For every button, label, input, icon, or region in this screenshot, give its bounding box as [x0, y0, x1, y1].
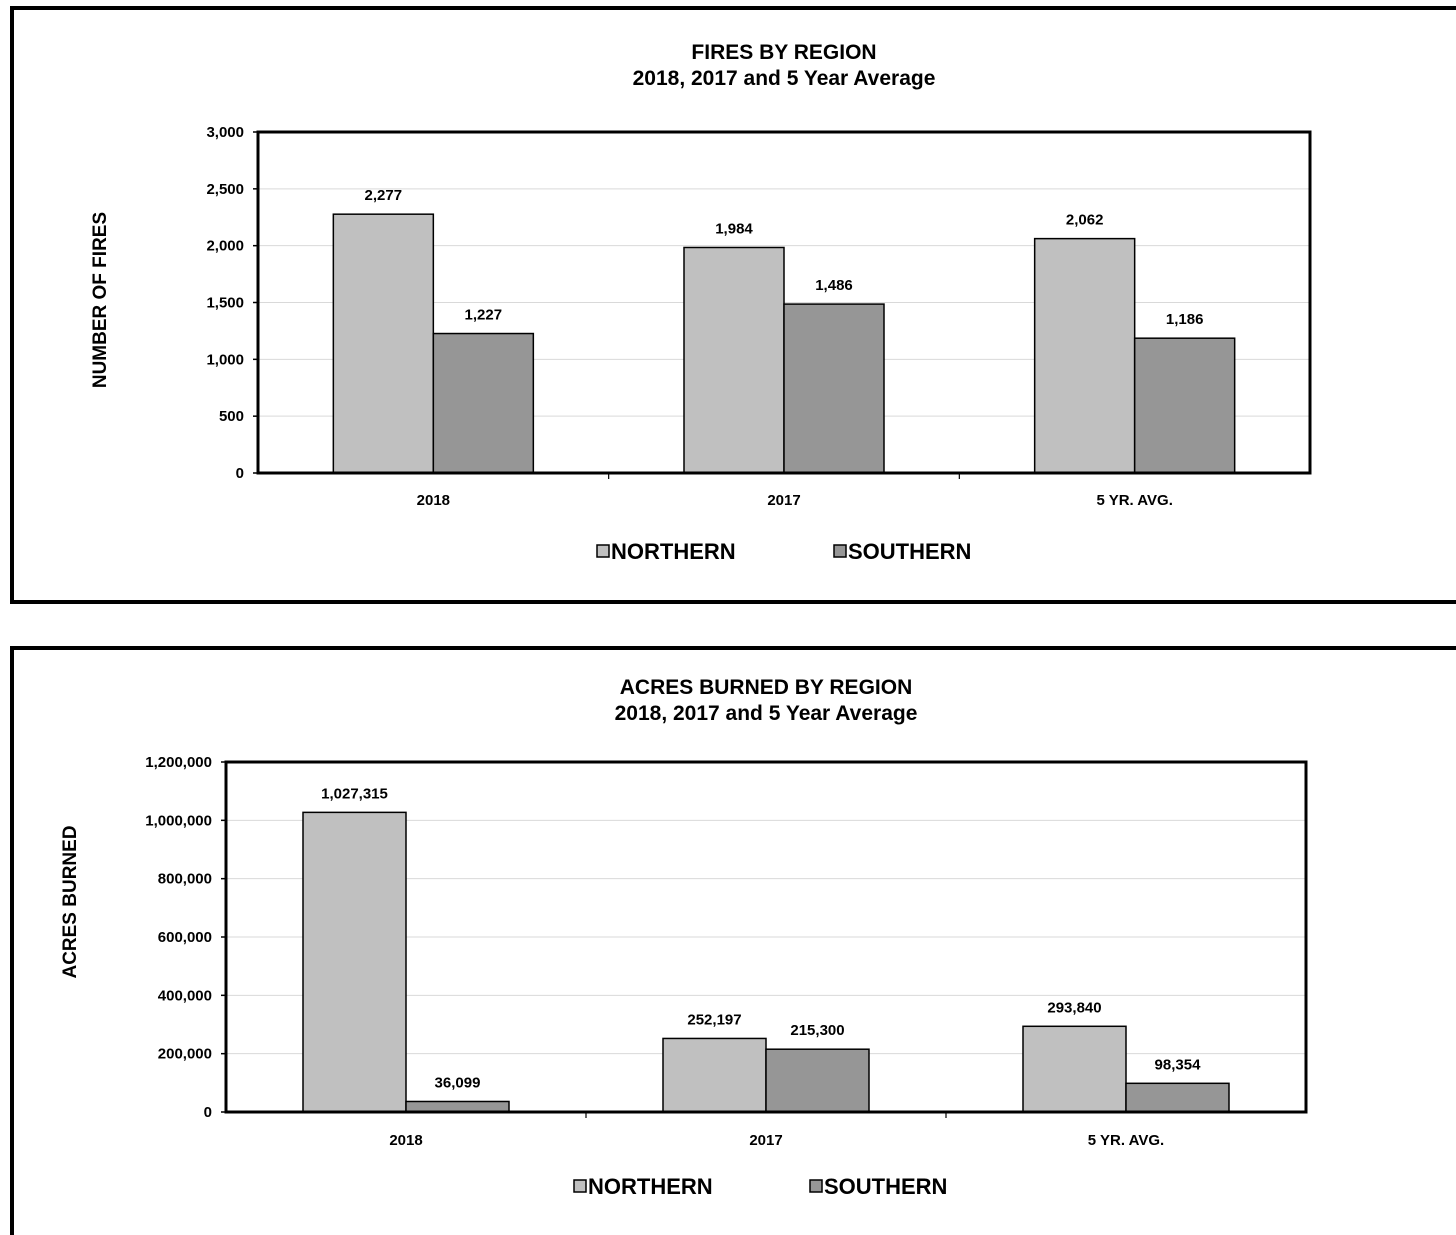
- bar-southern-5-yr-avg-: [1125, 1082, 1230, 1113]
- y-tick-label: 200,000: [158, 1046, 212, 1063]
- y-tick-label: 400,000: [158, 987, 212, 1004]
- legend-label-northern: NORTHERN: [588, 1174, 713, 1199]
- legend-label-southern: SOUTHERN: [824, 1174, 947, 1199]
- data-label: 2,062: [1066, 212, 1104, 229]
- chart-subtitle: 2018, 2017 and 5 Year Average: [615, 702, 918, 725]
- data-label: 252,197: [687, 1011, 741, 1028]
- y-tick-label: 3,000: [206, 124, 244, 141]
- bar-northern-5-yr-avg-: [1022, 1025, 1127, 1113]
- data-label: 36,099: [435, 1074, 481, 1091]
- plot-area-border: [256, 130, 1312, 475]
- acres-burned-chart-panel: ACRES BURNED BY REGION 2018, 2017 and 5 Y…: [10, 646, 1456, 1235]
- bar-southern-2017: [783, 303, 885, 474]
- acres-burned-chart: ACRES BURNED BY REGION 2018, 2017 and 5 Y…: [60, 676, 1308, 1199]
- chart-title: FIRES BY REGION: [691, 41, 876, 64]
- plot-area-border: [224, 760, 1308, 1114]
- y-tick-label: 1,500: [206, 295, 244, 312]
- x-category-label: 5 YR. AVG.: [1088, 1132, 1164, 1149]
- fires-by-region-chart: FIRES BY REGION 2018, 2017 and 5 Year Ave…: [90, 41, 1312, 564]
- data-label: 1,227: [465, 307, 503, 324]
- data-label: 1,984: [715, 220, 753, 237]
- chart-subtitle: 2018, 2017 and 5 Year Average: [633, 67, 936, 90]
- y-axis-label: NUMBER OF FIRES: [90, 212, 111, 388]
- y-tick-label: 600,000: [158, 929, 212, 946]
- legend-swatch-southern: [809, 1179, 823, 1193]
- bar-southern-2017: [765, 1048, 870, 1113]
- y-tick-label: 2,500: [206, 181, 244, 198]
- chart-title: ACRES BURNED BY REGION: [620, 676, 912, 699]
- bar-northern-2017: [662, 1037, 767, 1113]
- legend-swatch-southern: [833, 544, 847, 558]
- legend-swatch-northern: [573, 1179, 587, 1193]
- y-tick-label: 0: [204, 1104, 212, 1121]
- data-label: 98,354: [1155, 1056, 1202, 1073]
- legend-label-northern: NORTHERN: [611, 539, 736, 564]
- fires-by-region-chart-panel: FIRES BY REGION 2018, 2017 and 5 Year Ave…: [10, 6, 1456, 604]
- data-label: 1,186: [1166, 311, 1204, 328]
- y-tick-label: 2,000: [206, 238, 244, 255]
- y-tick-label: 800,000: [158, 871, 212, 888]
- bar-northern-2018: [302, 811, 407, 1113]
- legend-label-southern: SOUTHERN: [848, 539, 971, 564]
- legend-swatch-northern: [596, 544, 610, 558]
- bar-northern-5-yr-avg-: [1033, 237, 1136, 474]
- y-tick-label: 0: [236, 465, 244, 482]
- x-category-label: 5 YR. AVG.: [1096, 492, 1172, 509]
- x-category-label: 2017: [749, 1132, 782, 1149]
- x-category-label: 2018: [389, 1132, 422, 1149]
- y-tick-label: 1,200,000: [145, 754, 212, 771]
- data-label: 1,486: [815, 277, 853, 294]
- y-tick-label: 500: [219, 408, 244, 425]
- y-axis-label: ACRES BURNED: [60, 825, 81, 978]
- data-label: 1,027,315: [321, 785, 388, 802]
- data-label: 293,840: [1047, 999, 1101, 1016]
- y-tick-label: 1,000,000: [145, 812, 212, 829]
- bar-northern-2017: [683, 246, 785, 474]
- bar-southern-2018: [405, 1100, 510, 1113]
- x-category-label: 2017: [767, 492, 800, 509]
- bar-southern-2018: [432, 332, 535, 474]
- x-category-label: 2018: [417, 492, 450, 509]
- bar-northern-2018: [332, 213, 435, 474]
- data-label: 215,300: [790, 1022, 844, 1039]
- y-tick-label: 1,000: [206, 351, 244, 368]
- data-label: 2,277: [365, 187, 403, 204]
- bar-southern-5-yr-avg-: [1133, 337, 1236, 474]
